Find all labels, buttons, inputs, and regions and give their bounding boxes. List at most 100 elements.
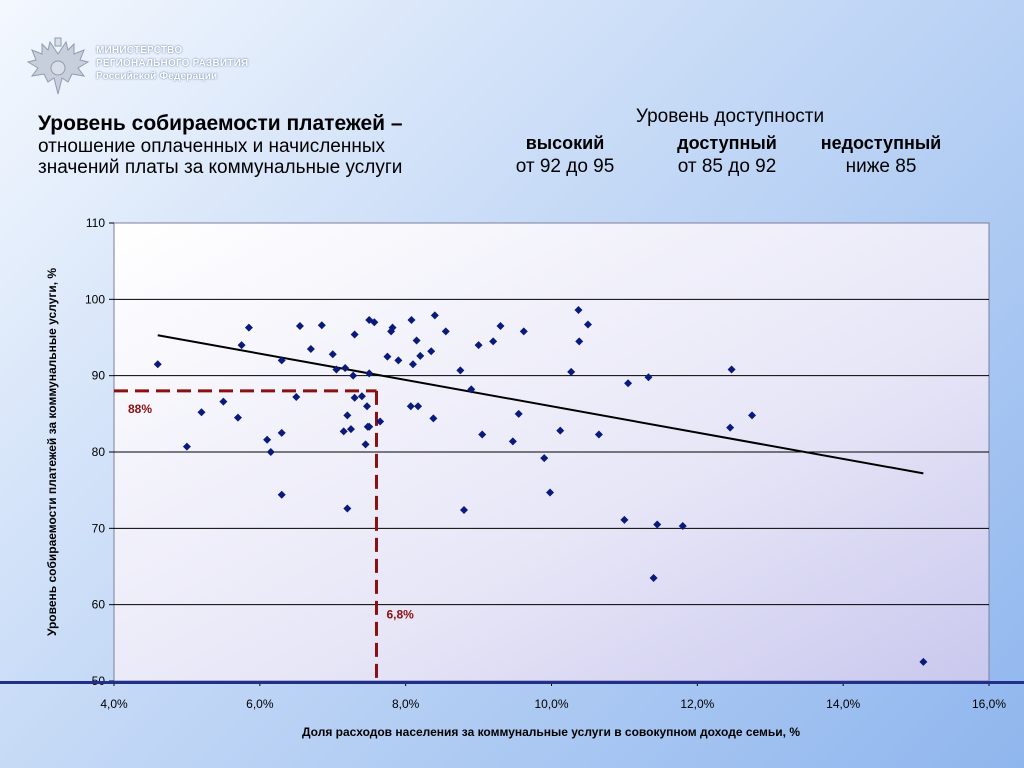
level-label: недоступный xyxy=(820,133,942,153)
data-point xyxy=(219,397,228,406)
data-point xyxy=(408,360,417,369)
data-point xyxy=(388,323,397,332)
y-tick-label: 80 xyxy=(92,445,106,459)
data-point xyxy=(574,306,583,315)
gridlines xyxy=(114,298,989,606)
data-point xyxy=(292,393,301,402)
data-point xyxy=(508,437,517,446)
data-point xyxy=(197,408,206,417)
data-point xyxy=(266,448,275,456)
data-point xyxy=(343,504,352,513)
ministry-line: РЕГИОНАЛЬНОГО РАЗВИТИЯ xyxy=(96,58,249,69)
y-tick-label: 90 xyxy=(92,369,106,383)
data-point xyxy=(519,327,528,336)
data-point xyxy=(478,430,487,439)
y-axis: 5060708090100110 xyxy=(85,216,114,688)
ministry-name: МИНИСТЕРСТВО РЕГИОНАЛЬНОГО РАЗВИТИЯ Росс… xyxy=(96,44,248,83)
data-point xyxy=(644,373,653,382)
data-point xyxy=(727,365,736,374)
data-point xyxy=(427,347,436,356)
double-headed-eagle-icon xyxy=(26,37,90,95)
x-axis: 4,0% 6,0% 8,0% 10,0% 12,0% 14,0% 16,0% xyxy=(100,681,1006,711)
data-point xyxy=(349,371,358,380)
accessibility-level-medium: доступный от 85 до 92 xyxy=(647,132,807,180)
data-point xyxy=(263,435,272,444)
data-point xyxy=(383,352,392,361)
title-main: Уровень собираемости платежей – xyxy=(38,112,403,135)
data-point xyxy=(653,520,662,529)
y-tick-label: 110 xyxy=(86,216,105,230)
data-point xyxy=(357,392,366,401)
y-tick-label: 100 xyxy=(85,292,105,306)
level-range: от 92 до 95 xyxy=(515,156,615,177)
footer-rule xyxy=(0,681,1024,684)
x-tick-label: 10,0% xyxy=(534,697,568,711)
data-point xyxy=(346,425,355,434)
data-point xyxy=(350,393,359,402)
data-point xyxy=(467,385,476,394)
y-tick-label: 60 xyxy=(92,598,106,612)
data-points xyxy=(153,306,928,666)
ministry-line: Российской Федерации xyxy=(96,71,218,82)
data-point xyxy=(233,413,242,422)
data-point xyxy=(363,402,372,411)
data-point xyxy=(546,488,555,497)
data-point xyxy=(649,573,658,582)
data-point xyxy=(317,321,326,330)
data-point xyxy=(460,506,468,515)
data-point xyxy=(429,414,438,423)
data-point xyxy=(277,428,286,437)
data-point xyxy=(370,318,379,327)
data-point xyxy=(350,330,359,339)
x-axis-title: Доля расходов населения за коммунальные … xyxy=(302,725,800,739)
data-point xyxy=(407,315,416,324)
data-point xyxy=(456,366,465,375)
trend-line xyxy=(157,334,924,475)
data-point xyxy=(474,341,483,350)
data-point xyxy=(277,356,286,365)
ministry-line: МИНИСТЕРСТВО xyxy=(96,45,183,56)
data-point xyxy=(414,402,423,411)
data-point xyxy=(394,356,403,365)
accessibility-level-low: недоступный ниже 85 xyxy=(801,132,961,180)
data-point xyxy=(678,522,687,531)
data-point xyxy=(237,341,246,350)
data-point xyxy=(748,411,757,420)
y-tick-label: 70 xyxy=(92,521,106,535)
data-point xyxy=(332,365,341,374)
y-axis-title: Уровень собираемости платежей за коммуна… xyxy=(45,268,59,636)
data-point xyxy=(182,442,191,451)
data-point xyxy=(583,320,592,329)
x-tick-label: 14,0% xyxy=(826,697,860,711)
level-label: доступный xyxy=(677,133,777,153)
data-point xyxy=(726,423,735,432)
data-point xyxy=(412,336,421,345)
title-sub-line: отношение оплаченных и начисленных xyxy=(38,136,385,157)
accessibility-level-high: высокий от 92 до 95 xyxy=(485,132,645,180)
annotation-level-label: 88% xyxy=(128,402,152,416)
data-point xyxy=(339,427,348,436)
x-tick-label: 8,0% xyxy=(392,697,420,711)
data-point xyxy=(365,422,374,431)
annotation-guides xyxy=(114,389,378,681)
level-range: ниже 85 xyxy=(845,156,917,177)
data-point xyxy=(328,350,337,359)
data-point xyxy=(919,657,928,666)
accessibility-heading: Уровень доступности xyxy=(635,106,825,127)
data-point xyxy=(489,337,498,346)
data-point xyxy=(416,351,425,360)
title-sub-line: значений платы за коммунальные услуги xyxy=(38,157,403,178)
slide-title: Уровень собираемости платежей – отношени… xyxy=(38,112,403,178)
data-point xyxy=(295,322,304,331)
data-point xyxy=(341,364,350,373)
data-point xyxy=(441,327,450,336)
x-tick-label: 4,0% xyxy=(100,697,128,711)
data-point xyxy=(306,344,315,353)
data-point xyxy=(376,417,385,426)
data-point xyxy=(540,454,549,463)
x-tick-label: 6,0% xyxy=(246,697,274,711)
data-point xyxy=(343,411,352,420)
x-tick-label: 12,0% xyxy=(680,697,714,711)
data-point xyxy=(624,379,633,388)
